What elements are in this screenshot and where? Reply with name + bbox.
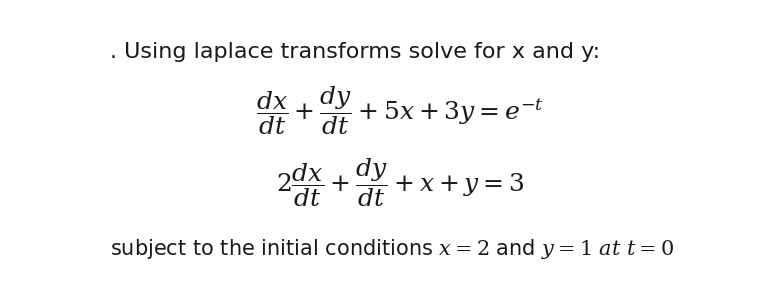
Text: $2\dfrac{dx}{dt} + \dfrac{dy}{dt} + x + y = 3$: $2\dfrac{dx}{dt} + \dfrac{dy}{dt} + x + …: [275, 157, 524, 209]
Text: subject to the initial conditions $x = 2$ and $y = 1$ $at$ $t = 0$: subject to the initial conditions $x = 2…: [109, 237, 674, 261]
Text: . Using laplace transforms solve for x and y:: . Using laplace transforms solve for x a…: [109, 42, 600, 62]
Text: $\dfrac{dx}{dt} + \dfrac{dy}{dt} + 5x + 3y = e^{-t}$: $\dfrac{dx}{dt} + \dfrac{dy}{dt} + 5x + …: [256, 84, 544, 137]
